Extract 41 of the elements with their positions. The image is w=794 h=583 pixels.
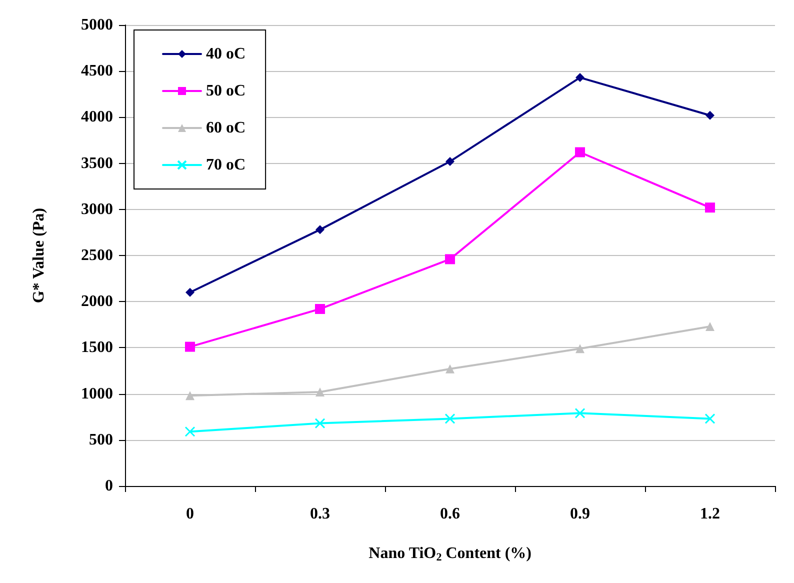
x-tick-label: 0.6 — [440, 506, 460, 522]
legend-label: 70 oC — [206, 156, 246, 174]
point — [705, 202, 715, 213]
point — [706, 322, 714, 331]
y-tick-label: 1000 — [81, 385, 113, 402]
y-tick-label: 4000 — [81, 108, 113, 126]
y-tick-label: 0 — [105, 478, 113, 494]
y-tick-label: 2000 — [81, 293, 113, 310]
y-tick-label: 3000 — [81, 200, 113, 218]
point — [444, 413, 456, 424]
point — [576, 73, 584, 82]
point — [575, 147, 585, 158]
legend-label: 60 oC — [206, 120, 246, 136]
point — [186, 288, 194, 297]
point — [316, 225, 324, 234]
y-tick-label: 2500 — [81, 247, 113, 264]
y-tick-label: 3500 — [81, 154, 113, 172]
x-tick-label: 1.2 — [700, 506, 720, 522]
point — [576, 344, 584, 354]
point — [706, 110, 714, 120]
point — [704, 413, 716, 424]
point — [446, 156, 454, 166]
point — [184, 426, 196, 437]
point — [314, 418, 326, 429]
point — [186, 391, 194, 400]
point — [574, 408, 586, 418]
x-tick-label: 0 — [186, 506, 194, 522]
x-tick-label: 0.9 — [570, 506, 590, 522]
legend-label: 40 oC — [206, 46, 246, 62]
y-tick-label: 4500 — [81, 62, 113, 80]
y-axis-title: G* Value (Pa) — [30, 208, 48, 304]
legend-label: 50 oC — [206, 82, 246, 100]
x-tick-label: 0.3 — [310, 506, 330, 522]
y-tick-label: 1500 — [81, 339, 113, 356]
point — [315, 304, 325, 314]
y-tick-label: 5000 — [81, 16, 113, 34]
point — [316, 387, 324, 396]
point — [185, 342, 195, 352]
point — [445, 254, 455, 264]
y-tick-label: 500 — [89, 431, 113, 448]
point — [446, 364, 454, 374]
